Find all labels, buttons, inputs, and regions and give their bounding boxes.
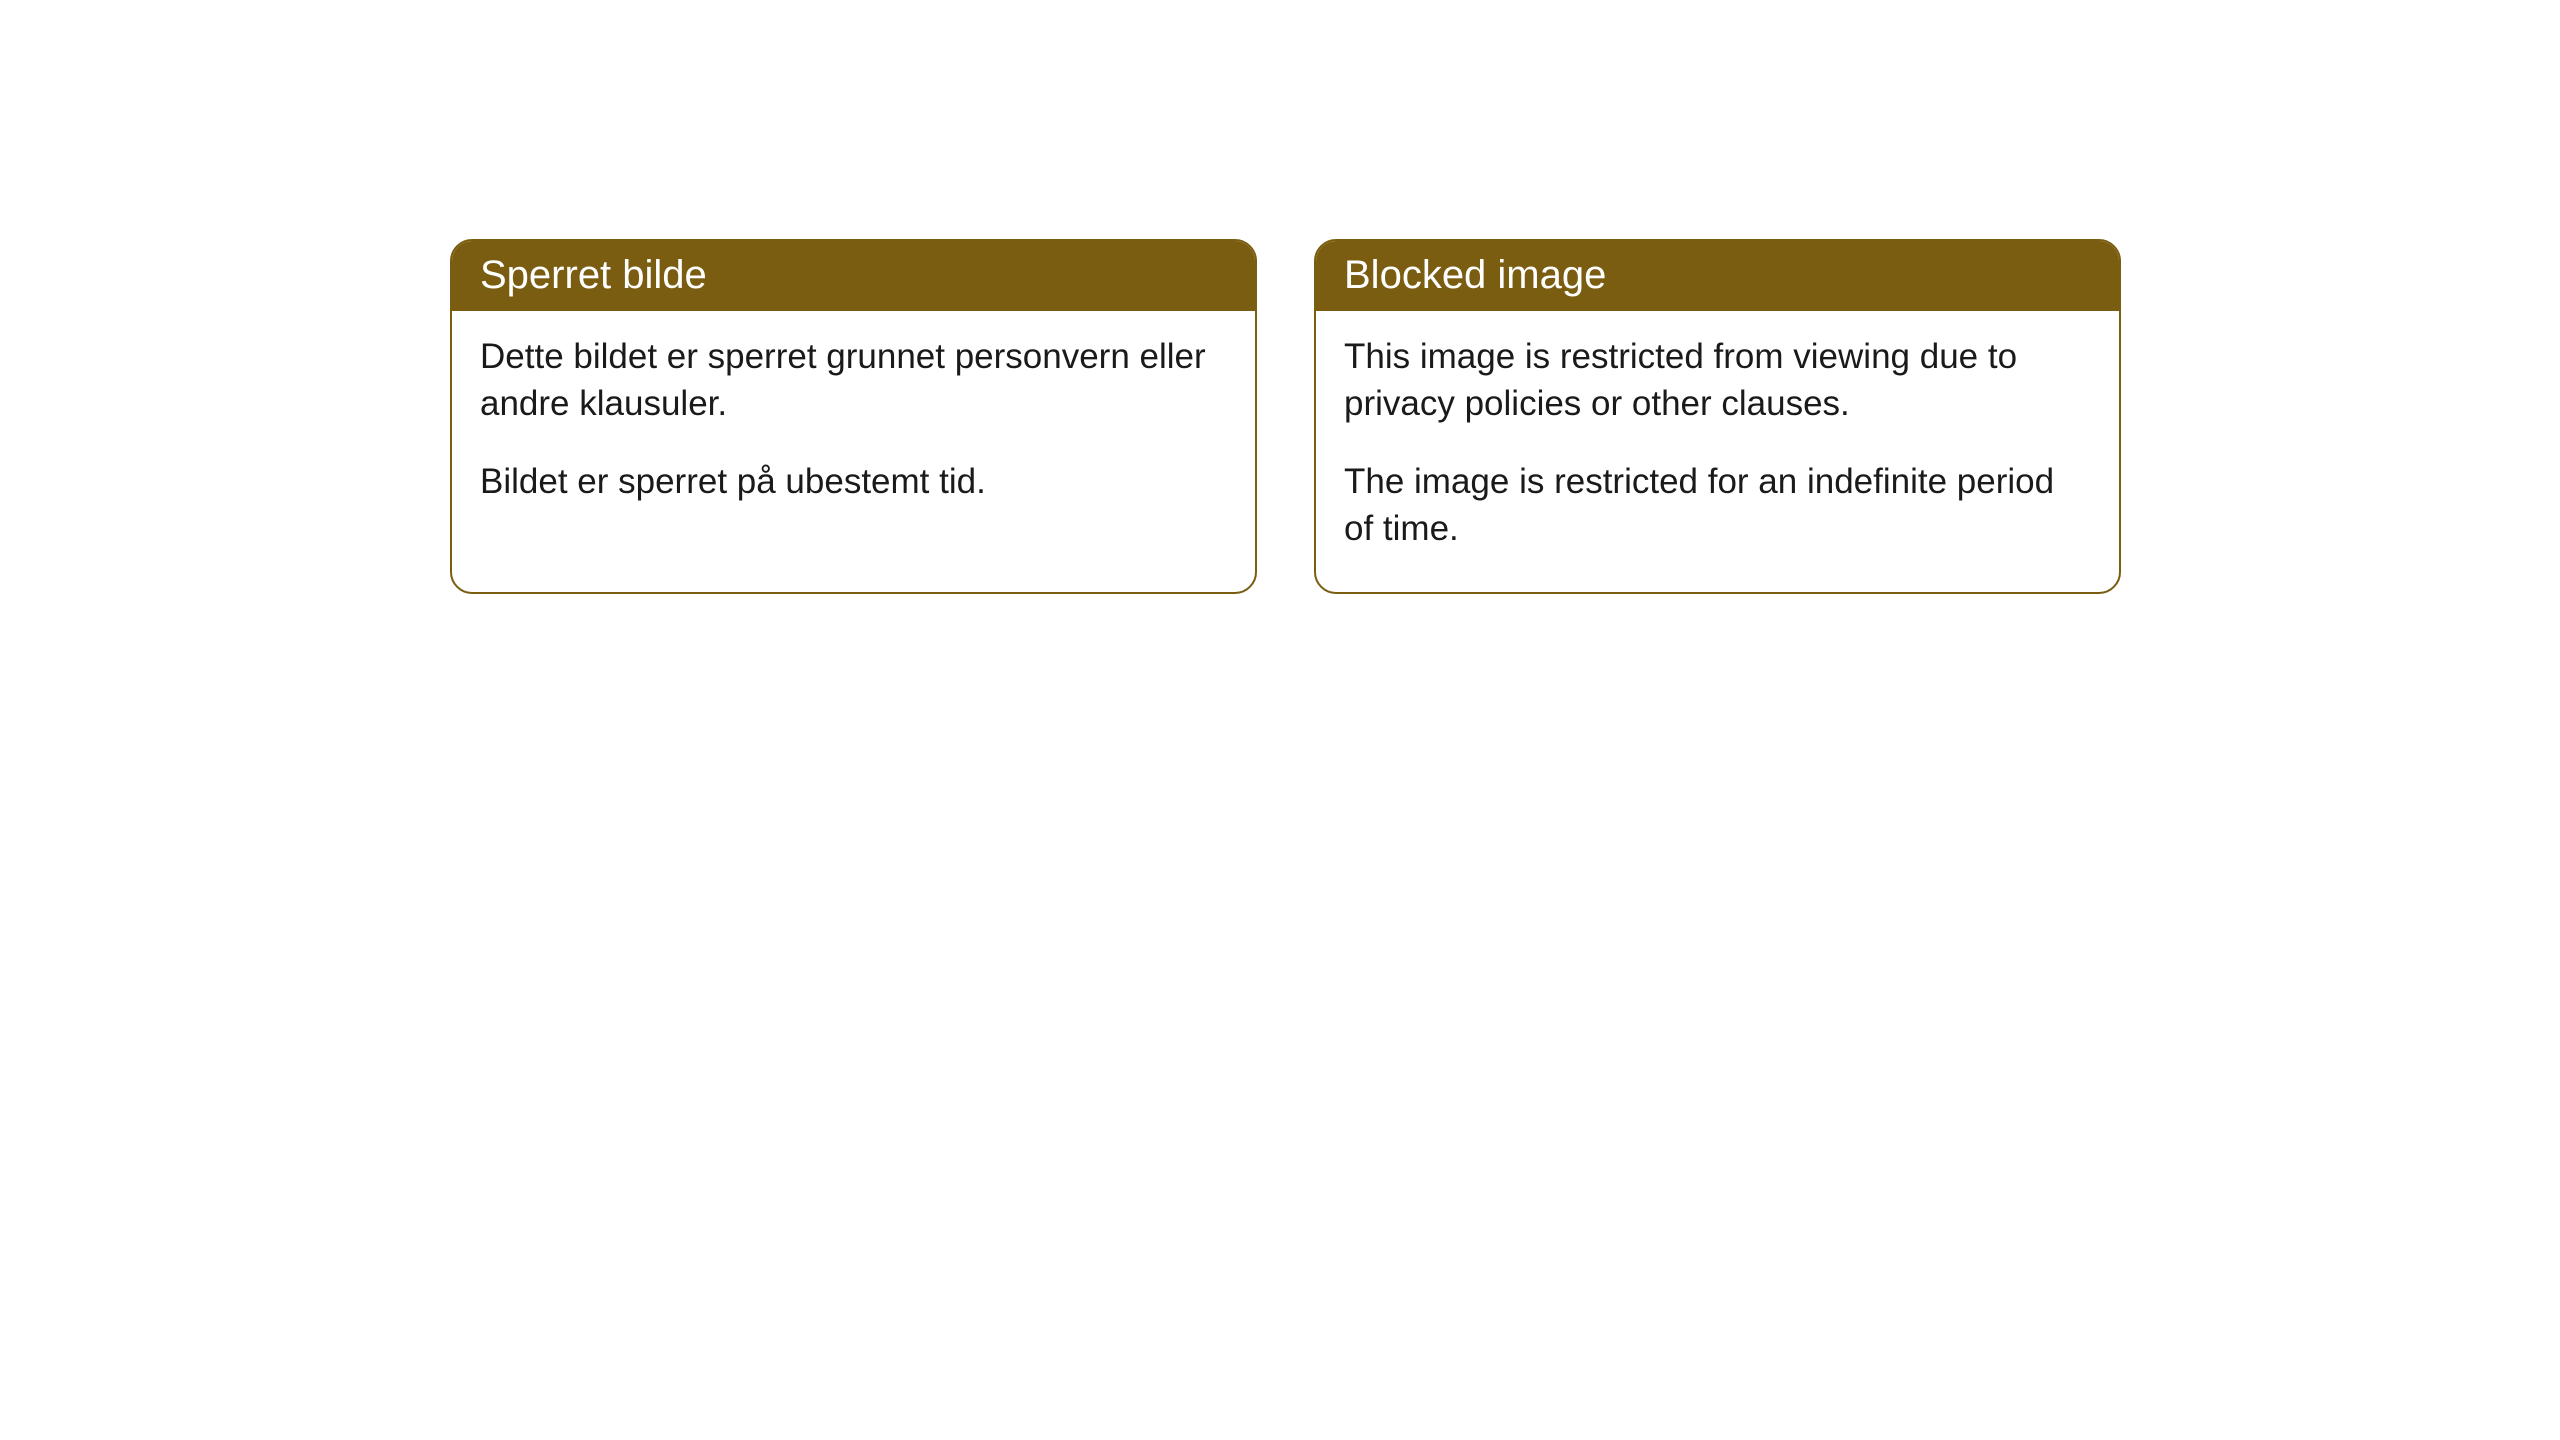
card-body: This image is restricted from viewing du… [1316,311,2119,592]
notice-cards-container: Sperret bilde Dette bildet er sperret gr… [450,239,2121,594]
card-paragraph: Dette bildet er sperret grunnet personve… [480,333,1227,428]
blocked-image-card-english: Blocked image This image is restricted f… [1314,239,2121,594]
card-paragraph: This image is restricted from viewing du… [1344,333,2091,428]
blocked-image-card-norwegian: Sperret bilde Dette bildet er sperret gr… [450,239,1257,594]
card-header: Sperret bilde [452,241,1255,311]
card-body: Dette bildet er sperret grunnet personve… [452,311,1255,545]
card-paragraph: The image is restricted for an indefinit… [1344,458,2091,553]
card-title: Sperret bilde [480,253,707,297]
card-paragraph: Bildet er sperret på ubestemt tid. [480,458,1227,505]
card-header: Blocked image [1316,241,2119,311]
card-title: Blocked image [1344,253,1606,297]
